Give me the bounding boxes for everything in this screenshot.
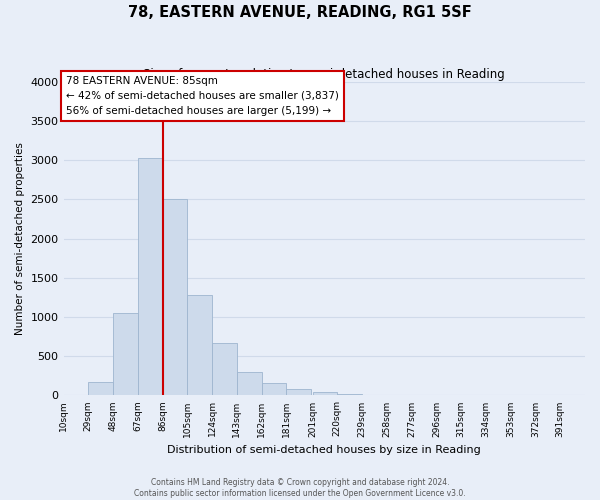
- Bar: [113, 313, 138, 396]
- Text: Contains HM Land Registry data © Crown copyright and database right 2024.
Contai: Contains HM Land Registry data © Crown c…: [134, 478, 466, 498]
- Bar: [138, 158, 163, 396]
- Bar: [262, 383, 286, 396]
- Bar: [337, 394, 362, 396]
- Y-axis label: Number of semi-detached properties: Number of semi-detached properties: [15, 142, 25, 335]
- Bar: [237, 372, 262, 396]
- Bar: [286, 389, 311, 396]
- Bar: [88, 382, 113, 396]
- Bar: [313, 392, 337, 396]
- Text: 78 EASTERN AVENUE: 85sqm
← 42% of semi-detached houses are smaller (3,837)
56% o: 78 EASTERN AVENUE: 85sqm ← 42% of semi-d…: [66, 76, 339, 116]
- Bar: [163, 200, 187, 396]
- X-axis label: Distribution of semi-detached houses by size in Reading: Distribution of semi-detached houses by …: [167, 445, 481, 455]
- Title: Size of property relative to semi-detached houses in Reading: Size of property relative to semi-detach…: [143, 68, 505, 80]
- Bar: [212, 343, 237, 396]
- Bar: [187, 295, 212, 396]
- Text: 78, EASTERN AVENUE, READING, RG1 5SF: 78, EASTERN AVENUE, READING, RG1 5SF: [128, 5, 472, 20]
